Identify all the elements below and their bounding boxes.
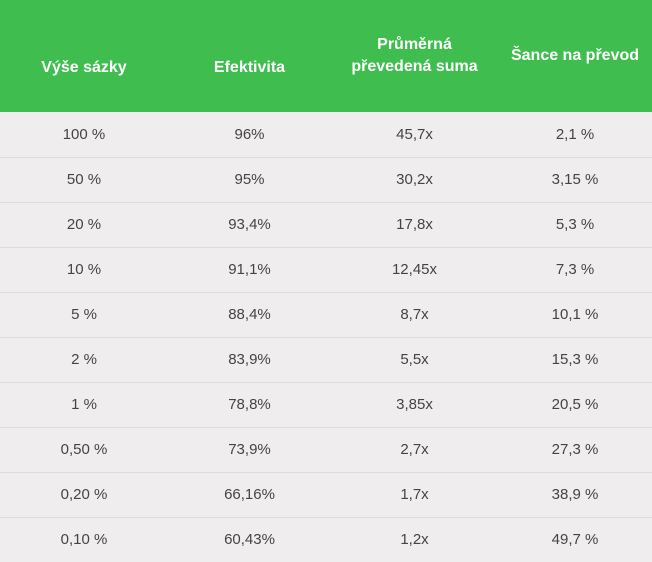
table-row: 50 % 95% 30,2x 3,15 % (0, 156, 652, 202)
cell-average-transfer: 2,7x (331, 426, 498, 472)
cell-average-transfer: 17,8x (331, 201, 498, 247)
cell-bet-size: 0,20 % (0, 471, 168, 517)
cell-bet-size: 1 % (0, 381, 168, 427)
table-row: 2 % 83,9% 5,5x 15,3 % (0, 336, 652, 382)
header-efficiency: Efektivita (213, 58, 286, 76)
table-row: 0,10 % 60,43% 1,2x 49,7 % (0, 516, 652, 562)
cell-bet-size: 20 % (0, 201, 168, 247)
cell-efficiency: 88,4% (168, 291, 331, 337)
cell-transfer-chance: 5,3 % (498, 201, 652, 247)
cell-average-transfer: 12,45x (331, 246, 498, 292)
cell-average-transfer: 3,85x (331, 381, 498, 427)
header-transfer-chance: Šance na převod (510, 47, 640, 64)
header-bet-size: Výše sázky (41, 58, 127, 76)
cell-average-transfer: 8,7x (331, 291, 498, 337)
cell-bet-size: 100 % (62, 125, 106, 143)
table-body: 100 % 96% 45,7x 2,1 % 50 % 95% 30,2x 3,15 % 20 %… (0, 112, 652, 562)
cell-transfer-chance: 27,3 % (498, 426, 652, 472)
cell-transfer-chance: 3,15 % (498, 156, 652, 202)
table-row: 1 % 78,8% 3,85x 20,5 % (0, 381, 652, 427)
table-row: 5 % 88,4% 8,7x 10,1 % (0, 291, 652, 337)
cell-average-transfer: 1,7x (331, 471, 498, 517)
header-row: Výše sázky Efektivita Průměrná převedená… (0, 0, 652, 112)
cell-bet-size: 5 % (0, 291, 168, 337)
cell-efficiency: 83,9% (168, 336, 331, 382)
cell-efficiency: 95% (168, 156, 331, 202)
cell-transfer-chance: 38,9 % (498, 471, 652, 517)
cell-average-transfer: 1,2x (331, 516, 498, 562)
cell-efficiency: 93,4% (168, 201, 331, 247)
cell-bet-size: 10 % (0, 246, 168, 292)
cell-efficiency: 73,9% (168, 426, 331, 472)
cell-efficiency: 91,1% (168, 246, 331, 292)
table-row: 10 % 91,1% 12,45x 7,3 % (0, 246, 652, 292)
cell-average-transfer: 30,2x (331, 156, 498, 202)
cell-bet-size: 0,10 % (0, 516, 168, 562)
cell-average-transfer: 45,7x (396, 125, 433, 143)
cell-transfer-chance: 2,1 % (555, 125, 595, 143)
cell-efficiency: 96% (234, 125, 265, 143)
cell-efficiency: 60,43% (168, 516, 331, 562)
table-row: 20 % 93,4% 17,8x 5,3 % (0, 201, 652, 247)
cell-efficiency: 66,16% (168, 471, 331, 517)
table-header: Výše sázky Efektivita Průměrná převedená… (0, 0, 652, 112)
cell-transfer-chance: 7,3 % (498, 246, 652, 292)
cell-transfer-chance: 10,1 % (498, 291, 652, 337)
header-average-transfer: Průměrná převedená suma (351, 36, 478, 75)
cell-bet-size: 2 % (0, 336, 168, 382)
cell-transfer-chance: 49,7 % (498, 516, 652, 562)
table-row: 100 % 96% 45,7x 2,1 % (0, 112, 652, 157)
table-row: 0,50 % 73,9% 2,7x 27,3 % (0, 426, 652, 472)
cell-bet-size: 50 % (0, 156, 168, 202)
cell-efficiency: 78,8% (168, 381, 331, 427)
cell-transfer-chance: 20,5 % (498, 381, 652, 427)
table-row: 0,20 % 66,16% 1,7x 38,9 % (0, 471, 652, 517)
cell-average-transfer: 5,5x (331, 336, 498, 382)
cell-bet-size: 0,50 % (0, 426, 168, 472)
cell-transfer-chance: 15,3 % (498, 336, 652, 382)
